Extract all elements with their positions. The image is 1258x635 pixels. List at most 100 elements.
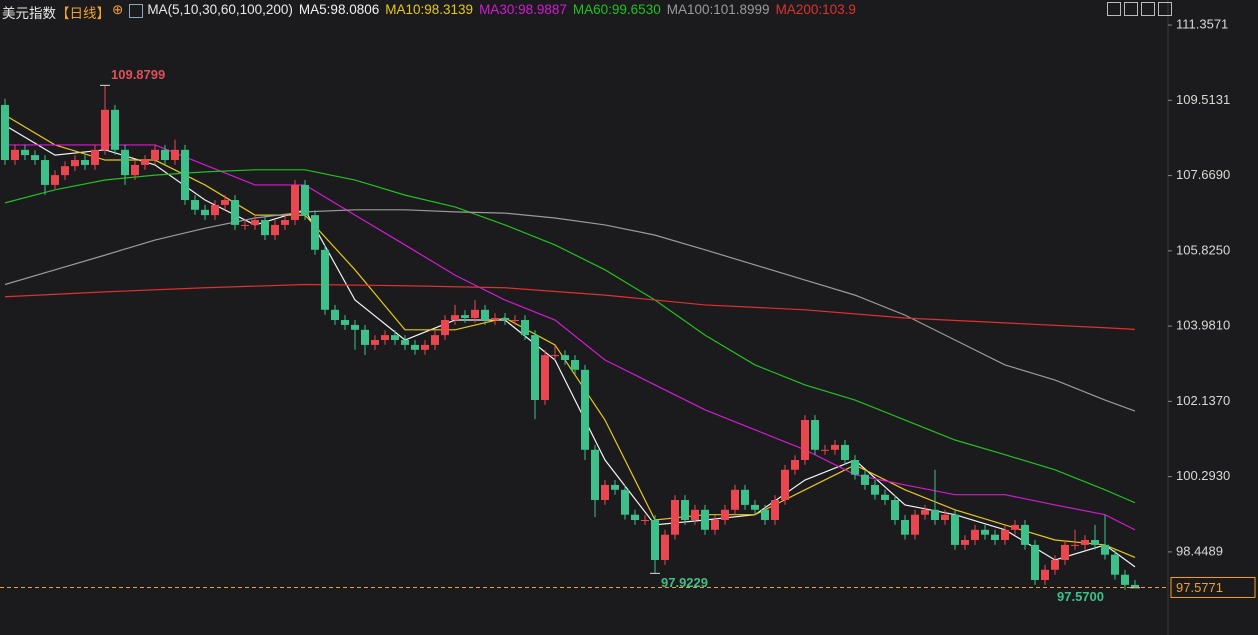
candle-body: [571, 360, 579, 370]
period[interactable]: 【日线】: [56, 6, 110, 21]
toolbar: [1107, 2, 1172, 16]
candle-body: [831, 444, 839, 450]
candle-body: [261, 220, 269, 236]
candle-body: [201, 209, 209, 216]
tool-button[interactable]: [1107, 2, 1121, 16]
candle-body: [481, 309, 489, 321]
candle-body: [911, 514, 919, 535]
candle-body: [81, 160, 89, 165]
candle-body: [701, 509, 709, 530]
candle-body: [1011, 524, 1019, 530]
candle-body: [731, 489, 739, 510]
candle-body: [171, 149, 179, 161]
candle-body: [671, 500, 679, 535]
candle-body: [531, 335, 539, 401]
candle-body: [71, 160, 79, 167]
candle-body: [241, 224, 249, 226]
candle-body: [431, 335, 439, 345]
tool-button[interactable]: [1141, 2, 1155, 16]
candle-body: [751, 504, 759, 510]
candle-body: [281, 220, 289, 225]
candle-body: [791, 460, 799, 470]
candle-body: [231, 200, 239, 225]
candle-body: [331, 309, 339, 321]
candle-body: [101, 109, 109, 150]
candle-body: [41, 160, 49, 185]
candle-body: [771, 500, 779, 521]
candle-body: [441, 320, 449, 336]
candle-body: [181, 149, 189, 201]
tool-button[interactable]: [1158, 2, 1172, 16]
y-tick-label: 103.9810: [1176, 318, 1230, 333]
legend-entry: MA100:101.8999: [666, 2, 770, 17]
candle-body: [511, 320, 519, 322]
candle-body: [1071, 544, 1079, 546]
candle-body: [381, 335, 389, 341]
candle-body: [1051, 560, 1059, 570]
candle-body: [1081, 540, 1089, 545]
candle-body: [491, 317, 499, 321]
candle-body: [151, 149, 159, 161]
candle-body: [271, 224, 279, 236]
candle-body: [1111, 554, 1119, 575]
candle-body: [651, 520, 659, 561]
current-price-box: [1170, 576, 1256, 598]
candle-body: [341, 320, 349, 325]
candle-body: [891, 500, 899, 521]
candle-body: [541, 355, 549, 401]
annotation-label: 109.8799: [111, 67, 165, 82]
y-tick-label: 109.5131: [1176, 92, 1230, 107]
candle-body: [61, 166, 69, 176]
symbol[interactable]: ⊕: [112, 2, 124, 17]
y-tick-label: 105.8250: [1176, 242, 1230, 257]
candle-body: [601, 484, 609, 501]
candle-body: [1, 104, 9, 161]
candle-body: [131, 164, 139, 176]
y-tick-label: 111.3571: [1176, 16, 1228, 31]
candle-body: [121, 149, 129, 176]
candle-body: [321, 249, 329, 310]
candle-body: [291, 184, 299, 221]
candle-body: [551, 355, 559, 357]
candle-body: [1031, 544, 1039, 581]
candle-body: [411, 344, 419, 350]
candle-body: [1061, 544, 1069, 561]
candle-body: [471, 309, 479, 318]
candle-body: [561, 355, 569, 361]
title: 美元指数: [2, 6, 56, 21]
candle-body: [91, 149, 99, 165]
candle-body: [981, 529, 989, 535]
candle-body: [931, 509, 939, 521]
candle-body: [1091, 540, 1099, 545]
candle-body: [221, 200, 229, 205]
candle-body: [641, 520, 649, 522]
candle-body: [301, 184, 309, 216]
candle-body: [871, 484, 879, 495]
tool-button[interactable]: [1124, 2, 1138, 16]
indicator-icon[interactable]: [129, 4, 144, 18]
y-tick-label: 102.1370: [1176, 393, 1230, 408]
candle-body: [461, 315, 469, 318]
candle-body: [741, 489, 749, 505]
candle-body: [1131, 584, 1139, 588]
candle-body: [451, 315, 459, 321]
legend-entry: MA5:98.0806: [298, 2, 380, 17]
candle-body: [861, 474, 869, 485]
candle-body: [681, 500, 689, 521]
candle-body: [971, 529, 979, 541]
candle-body: [11, 149, 19, 161]
candle-body: [661, 534, 669, 561]
annotation-label: 97.9229: [661, 575, 708, 590]
candle-body: [821, 449, 829, 451]
y-tick-label: 100.2930: [1176, 468, 1230, 483]
legend-entry: MA10:98.3139: [385, 2, 474, 17]
candle-body: [51, 175, 59, 185]
ma-line: [4, 114, 1136, 558]
legend-entry: MA60:99.6530: [572, 2, 661, 17]
candle-body: [631, 514, 639, 521]
candle-body: [31, 155, 39, 161]
candle-body: [521, 320, 529, 336]
candle-body: [391, 335, 399, 341]
y-tick-label: 107.6690: [1176, 167, 1230, 182]
